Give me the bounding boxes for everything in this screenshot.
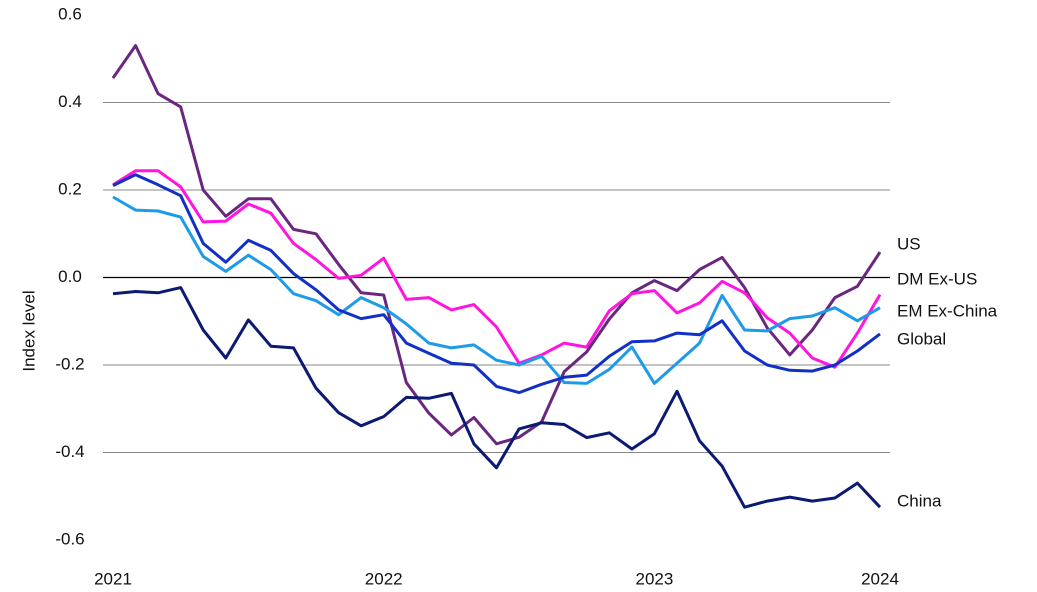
- y-tick-label: 0.4: [58, 92, 82, 111]
- series-label: EM Ex-China: [897, 301, 998, 320]
- series-line: [112, 286, 882, 509]
- series-line: [111, 44, 882, 446]
- series-label: China: [897, 491, 942, 510]
- x-tick-label: 2021: [94, 569, 132, 588]
- y-tick-label: -0.4: [55, 442, 84, 461]
- series-line: [112, 169, 882, 369]
- y-tick-label: 0.0: [58, 267, 82, 286]
- series-label: DM Ex-US: [897, 269, 977, 288]
- x-tick-label: 2022: [365, 569, 403, 588]
- series-label: US: [897, 234, 921, 253]
- y-axis-label: Index level: [19, 290, 38, 371]
- series-label: Global: [897, 329, 946, 348]
- series-line: [112, 173, 881, 395]
- series-line: [112, 195, 881, 385]
- y-tick-label: 0.6: [58, 4, 82, 23]
- y-tick-label: 0.2: [58, 179, 82, 198]
- y-tick-label: -0.2: [55, 354, 84, 373]
- x-tick-label: 2024: [861, 569, 899, 588]
- y-tick-label: -0.6: [55, 529, 84, 548]
- x-tick-label: 2023: [635, 569, 673, 588]
